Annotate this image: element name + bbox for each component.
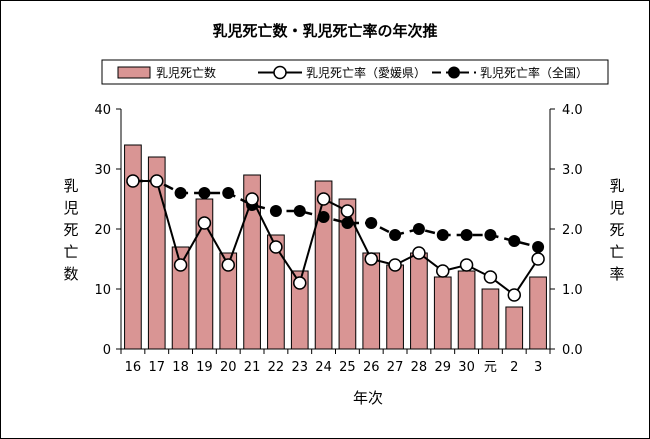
point-ehime-0 bbox=[126, 174, 140, 188]
y-tick-label-left-2: 20 bbox=[94, 223, 111, 238]
x-tick-label-17: 3 bbox=[534, 360, 542, 375]
point-national-17 bbox=[532, 241, 545, 253]
point-ehime-2 bbox=[173, 258, 188, 272]
bar-15 bbox=[481, 288, 500, 350]
x-tick-label-14: 30 bbox=[458, 360, 475, 375]
y-tick-label-left-1: 10 bbox=[94, 283, 111, 298]
legend-box bbox=[101, 59, 609, 85]
point-national-7 bbox=[293, 205, 306, 217]
bar-16 bbox=[505, 306, 524, 350]
bar-10 bbox=[362, 252, 381, 350]
y-tick-label-left-0: 0 bbox=[103, 343, 111, 358]
point-national-13 bbox=[436, 229, 449, 241]
bar-12 bbox=[410, 252, 428, 350]
point-ehime-11 bbox=[388, 258, 402, 272]
chart-title: 乳児死亡数・乳児死亡率の年次推 bbox=[212, 22, 437, 40]
point-national-8 bbox=[317, 211, 330, 223]
legend-label-ehime: 乳児死亡率（愛媛県） bbox=[306, 65, 426, 80]
point-national-10 bbox=[365, 217, 378, 229]
point-ehime-5 bbox=[245, 192, 259, 206]
point-ehime-15 bbox=[483, 270, 498, 284]
y-tick-label-right-4: 4.0 bbox=[562, 103, 583, 118]
legend-label-count: 乳児死亡数 bbox=[156, 65, 216, 80]
x-tick-label-5: 21 bbox=[244, 360, 261, 375]
x-tick-label-3: 19 bbox=[196, 360, 213, 375]
point-national-6 bbox=[269, 205, 282, 217]
point-ehime-6 bbox=[269, 240, 283, 254]
x-tick-label-4: 20 bbox=[220, 360, 237, 375]
x-tick-label-11: 27 bbox=[387, 360, 404, 375]
y-tick-label-right-1: 1.0 bbox=[562, 283, 583, 298]
y-tick-label-right-3: 3.0 bbox=[562, 163, 583, 178]
x-tick-label-2: 18 bbox=[172, 360, 189, 375]
point-ehime-9 bbox=[340, 204, 355, 218]
point-ehime-14 bbox=[459, 258, 474, 272]
point-ehime-3 bbox=[197, 216, 212, 230]
point-national-16 bbox=[508, 235, 521, 247]
legend-swatch-bar bbox=[117, 66, 151, 79]
x-axis-label: 年次 bbox=[353, 389, 383, 407]
y-tick-label-right-0: 0.0 bbox=[562, 343, 583, 358]
x-tick-label-12: 28 bbox=[411, 360, 428, 375]
y-tick-label-left-3: 30 bbox=[94, 163, 111, 178]
x-tick-label-9: 25 bbox=[339, 360, 356, 375]
x-tick-label-15: 元 bbox=[484, 360, 497, 375]
x-tick-label-10: 26 bbox=[363, 360, 380, 375]
bar-17 bbox=[529, 276, 547, 350]
point-ehime-8 bbox=[316, 192, 331, 206]
point-ehime-4 bbox=[221, 258, 235, 272]
x-tick-label-7: 23 bbox=[291, 360, 308, 375]
point-ehime-16 bbox=[507, 288, 521, 302]
x-tick-label-16: 2 bbox=[510, 360, 518, 375]
point-national-3 bbox=[198, 187, 211, 199]
bar-8 bbox=[314, 180, 333, 350]
bar-13 bbox=[433, 276, 452, 350]
legend-marker-national bbox=[448, 66, 460, 79]
point-national-9 bbox=[341, 217, 354, 229]
x-tick-label-8: 24 bbox=[315, 360, 332, 375]
bar-11 bbox=[386, 264, 404, 350]
point-national-14 bbox=[460, 229, 473, 241]
legend: 乳児死亡数 乳児死亡率（愛媛県） 乳児死亡率（全国） bbox=[101, 59, 609, 85]
y-tick-label-right-2: 2.0 bbox=[562, 223, 583, 238]
line-ehime bbox=[132, 180, 539, 297]
point-national-11 bbox=[389, 229, 402, 241]
legend-marker-ehime bbox=[273, 65, 287, 80]
point-ehime-1 bbox=[150, 174, 164, 188]
bar-14 bbox=[457, 270, 476, 350]
y-axis-label-right: 乳児死亡率 bbox=[609, 177, 624, 283]
point-national-15 bbox=[484, 229, 497, 241]
point-national-12 bbox=[412, 223, 425, 235]
x-tick-label-6: 22 bbox=[268, 360, 285, 375]
y-tick-label-left-4: 40 bbox=[94, 103, 111, 118]
legend-label-national: 乳児死亡率（全国） bbox=[480, 65, 588, 80]
y-axis-label-left: 乳児死亡数 bbox=[63, 177, 78, 283]
x-tick-label-1: 17 bbox=[148, 360, 165, 375]
point-ehime-7 bbox=[293, 276, 307, 290]
x-tick-label-0: 16 bbox=[125, 360, 142, 375]
point-ehime-10 bbox=[364, 252, 378, 266]
point-national-4 bbox=[222, 187, 235, 199]
point-ehime-12 bbox=[412, 246, 426, 260]
x-tick-label-13: 29 bbox=[434, 360, 451, 375]
point-ehime-17 bbox=[531, 252, 545, 266]
plot-area bbox=[124, 144, 547, 350]
line-national bbox=[132, 179, 539, 249]
point-ehime-13 bbox=[436, 264, 450, 278]
point-national-2 bbox=[174, 187, 187, 199]
